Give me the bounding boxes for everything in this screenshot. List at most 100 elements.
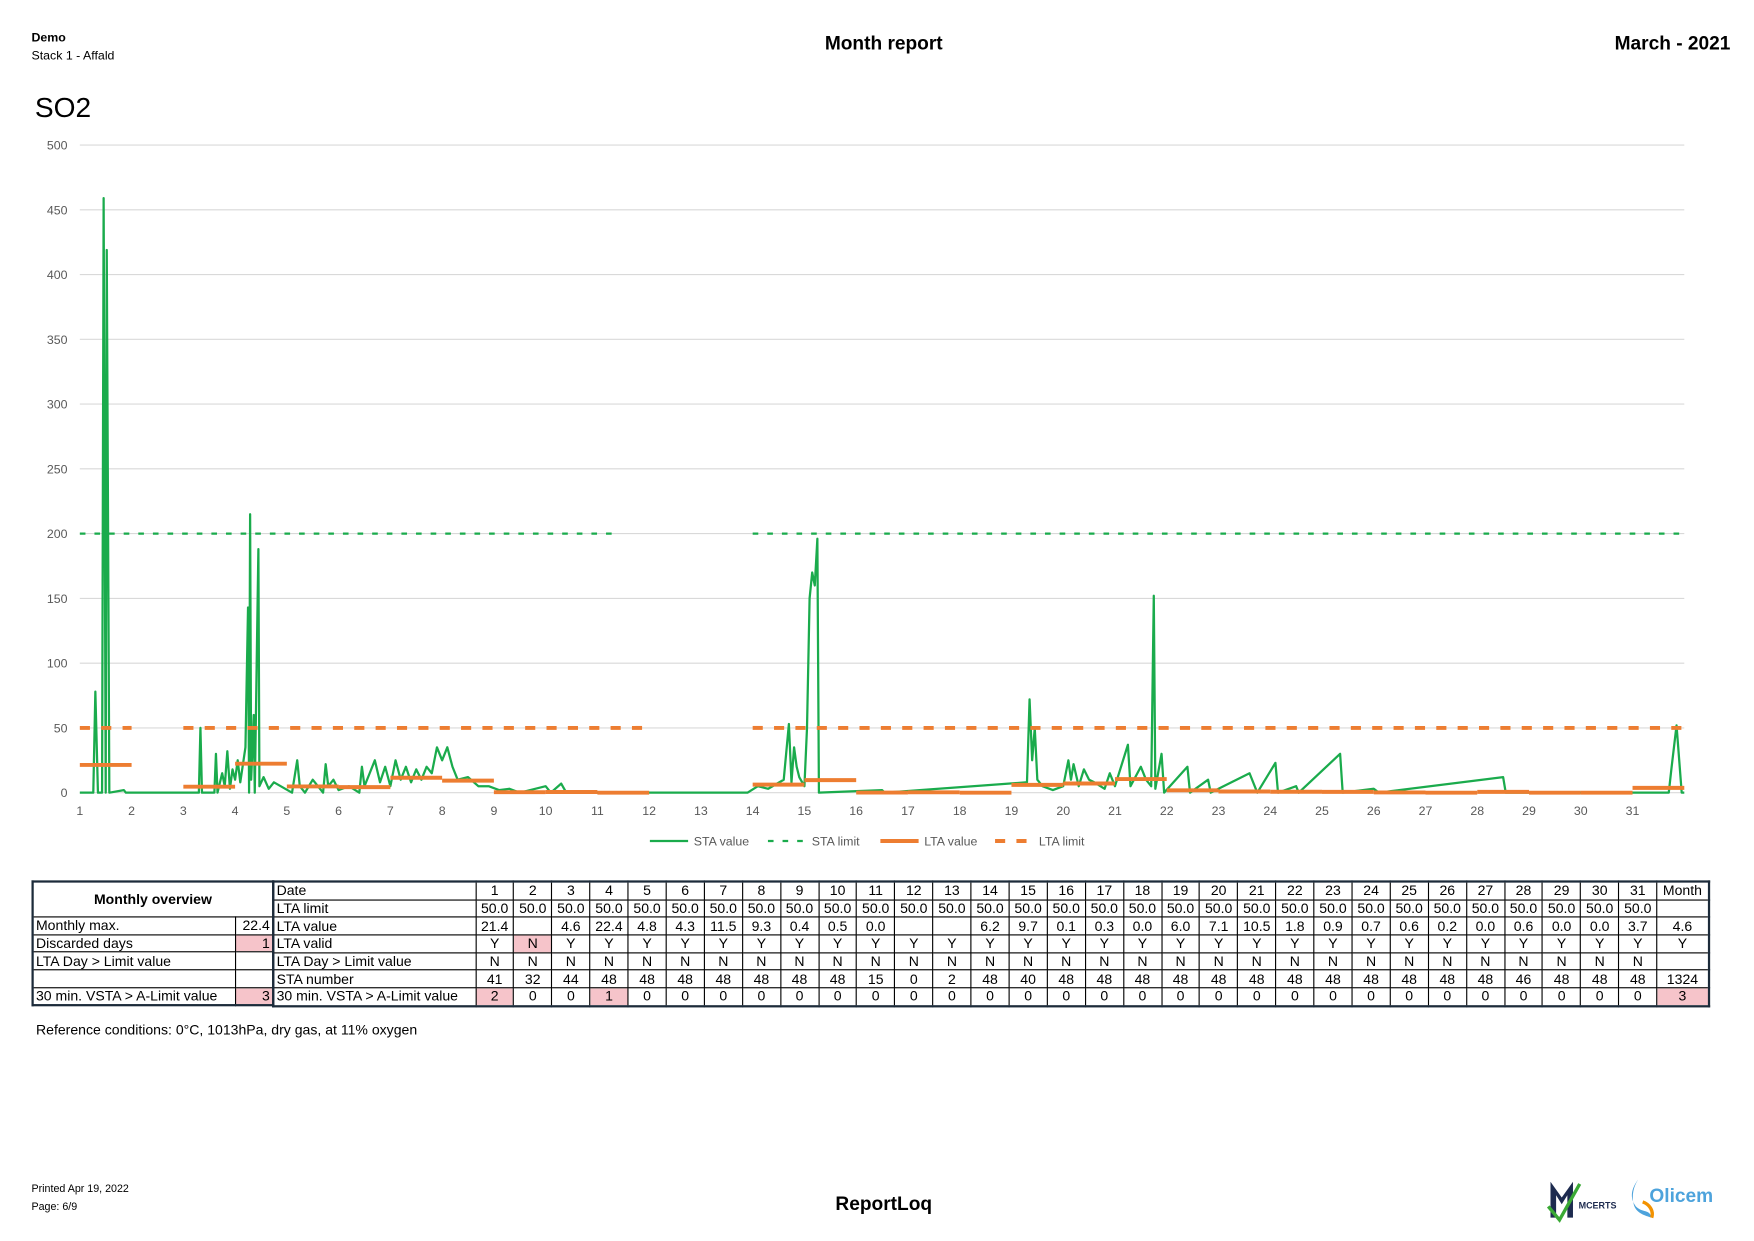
table-cell: 48 — [1046, 969, 1086, 989]
table-cell: 0 — [779, 987, 820, 1007]
legend-label: STA limit — [812, 835, 860, 849]
table-cell: 48 — [1465, 969, 1506, 989]
table-cell: 50.0 — [1389, 899, 1429, 918]
x-tick-label: 9 — [490, 804, 497, 818]
table-cell: Y — [1389, 934, 1429, 954]
table-cell: Y — [932, 934, 972, 954]
x-tick-label: 12 — [642, 804, 656, 818]
table-cell: 0 — [1084, 987, 1124, 1007]
table-cell — [32, 969, 236, 989]
x-tick-label: 1 — [76, 804, 83, 818]
table-cell: 0 — [741, 987, 782, 1007]
x-tick-label: 28 — [1470, 804, 1484, 818]
olicem-drop — [1631, 1179, 1652, 1218]
table-cell: 0.2 — [1427, 916, 1467, 936]
table-cell: N — [1046, 952, 1086, 971]
table-cell: Y — [1351, 934, 1391, 954]
table-cell: 50.0 — [817, 899, 858, 918]
table-cell: 2 — [513, 880, 553, 901]
table-cell: 4.8 — [627, 916, 667, 936]
x-tick-label: 13 — [694, 804, 708, 818]
table-cell: 50.0 — [1237, 899, 1277, 918]
y-tick-label: 250 — [47, 462, 68, 476]
table-cell: 2 — [475, 987, 515, 1007]
table-cell: 28 — [1503, 880, 1544, 901]
table-cell: 0.9 — [1313, 916, 1353, 936]
table-cell: 0 — [1580, 987, 1620, 1007]
table-cell: Y — [817, 934, 858, 954]
table-cell: 50.0 — [665, 899, 705, 918]
table-cell: 50.0 — [1465, 899, 1506, 918]
x-tick-label: 29 — [1522, 804, 1536, 818]
table-cell: Y — [970, 934, 1010, 954]
table-cell: 11.5 — [703, 916, 743, 936]
x-tick-label: 24 — [1263, 804, 1277, 818]
x-tick-label: 14 — [746, 804, 760, 818]
table-cell: Y — [1465, 934, 1506, 954]
tbody: Date 1 2 3 4 5 6 7 8 9 10 11 12 13 14 15 16 17 18 19 20 21 22 2… — [272, 880, 1710, 1007]
table-cell: 48 — [665, 969, 705, 989]
logos: MCERTS Olicem — [1546, 1179, 1713, 1223]
table-cell: 50.0 — [1503, 899, 1544, 918]
table-cell: Y — [1656, 934, 1710, 954]
table-cell: 1 — [475, 880, 515, 901]
table-cell: N — [475, 952, 515, 971]
table-cell: 8 — [741, 880, 782, 901]
x-tick-label: 17 — [901, 804, 915, 818]
table-cell: 48 — [1351, 969, 1391, 989]
table-cell: 48 — [1541, 969, 1582, 989]
table-cell: Y — [1199, 934, 1239, 954]
table-cell: N — [513, 952, 553, 971]
table-cell: 50.0 — [1351, 899, 1391, 918]
y-tick-label: 0 — [61, 786, 68, 800]
y-tick-label: 200 — [47, 527, 68, 541]
x-tick-label: 30 — [1574, 804, 1588, 818]
table-cell: N — [1237, 952, 1277, 971]
table-row: LTA limit 50.0 50.0 50.0 50.0 50.0 50.0 50.0 50.… — [272, 899, 1710, 918]
table-cell — [1656, 899, 1710, 918]
printed-date: Printed Apr 19, 2022 — [31, 1182, 129, 1196]
table-cell: 48 — [1275, 969, 1315, 989]
company: Demo — [31, 31, 66, 45]
table-cell: 48 — [1160, 969, 1201, 989]
x-tick-label: 11 — [591, 804, 604, 818]
table-cell: 0 — [1541, 987, 1582, 1007]
table-cell: 48 — [817, 969, 858, 989]
table-cell: 0.3 — [1084, 916, 1124, 936]
table-cell: N — [1199, 952, 1239, 971]
reference-conditions: Reference conditions: 0°C, 1013hPa, dry … — [35, 1022, 418, 1038]
table-cell: N — [589, 952, 629, 971]
table-cell: 48 — [1389, 969, 1429, 989]
table-cell: 7.1 — [1199, 916, 1239, 936]
table-cell: 0 — [1122, 987, 1163, 1007]
chart-title: SO2 — [34, 92, 92, 124]
table-cell: Y — [627, 934, 667, 954]
table-cell: Y — [1160, 934, 1201, 954]
table-cell: N — [1427, 952, 1467, 971]
table-cell: 0.6 — [1503, 916, 1544, 936]
table-cell: 48 — [589, 969, 629, 989]
table-cell: 0.0 — [1580, 916, 1620, 936]
x-tick-label: 15 — [798, 804, 812, 818]
row-label: LTA valid — [272, 934, 477, 954]
table-cell: N — [551, 952, 591, 971]
table-cell: 50.0 — [703, 899, 743, 918]
table-cell: Y — [1237, 934, 1277, 954]
table-cell: N — [1503, 952, 1544, 971]
table-cell: N — [970, 952, 1010, 971]
table-cell: N — [856, 952, 896, 971]
table-cell: 48 — [627, 969, 667, 989]
table-cell: 50.0 — [1541, 899, 1582, 918]
table-cell: 22.4 — [234, 916, 274, 936]
tbody: Monthly overview Monthly max. 22.4 Discarde… — [32, 880, 274, 1007]
report-title: Month report — [824, 32, 943, 54]
table-cell: 50.0 — [1618, 899, 1658, 918]
table-cell: N — [627, 952, 667, 971]
x-tick-label: 31 — [1626, 804, 1640, 818]
table-cell: 27 — [1465, 880, 1506, 901]
table-cell: 50.0 — [627, 899, 667, 918]
table-cell: 19 — [1160, 880, 1201, 901]
table-cell: 3 — [551, 880, 591, 901]
row-label: 30 min. VSTA > A-Limit value — [272, 987, 477, 1007]
table-cell: N — [1275, 952, 1315, 971]
